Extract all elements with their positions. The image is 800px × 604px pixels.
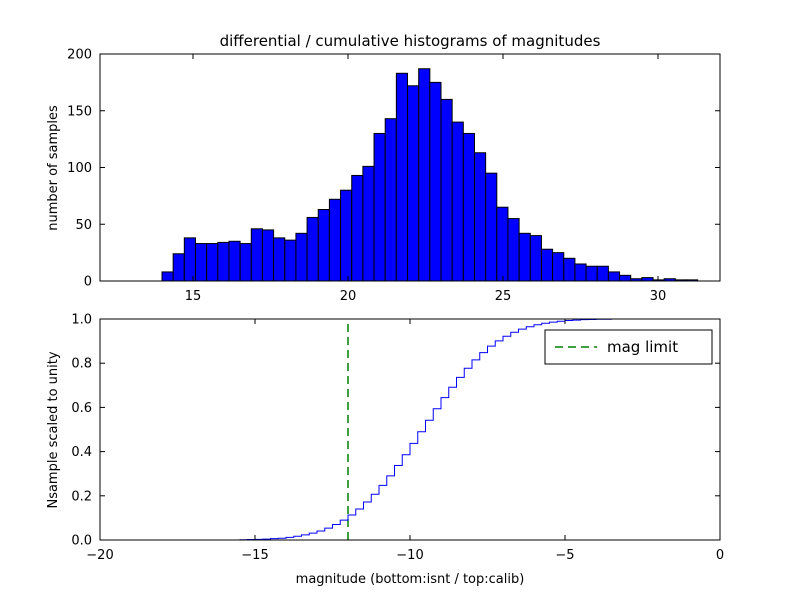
histogram-bar bbox=[596, 265, 609, 282]
histogram-bar bbox=[384, 118, 397, 282]
histogram-bar bbox=[429, 81, 442, 282]
histogram-bar bbox=[395, 72, 409, 282]
histogram-bar bbox=[507, 218, 520, 282]
x-tick-label: 20 bbox=[340, 289, 357, 304]
histogram-bar bbox=[328, 198, 342, 282]
histogram-bar bbox=[172, 253, 185, 282]
histogram-bar bbox=[518, 232, 531, 282]
x-tick-label: −20 bbox=[86, 548, 113, 563]
histogram-bar bbox=[641, 277, 654, 282]
histogram-bar bbox=[496, 206, 509, 282]
y-tick-label: 0.4 bbox=[71, 445, 92, 460]
histogram-bar bbox=[194, 243, 208, 282]
y-tick-label: 50 bbox=[75, 218, 92, 233]
histogram-bar bbox=[295, 232, 308, 282]
histogram-bar bbox=[284, 239, 297, 282]
histogram-bar bbox=[161, 271, 174, 282]
histogram-bar bbox=[217, 241, 230, 282]
y-tick-label: 0.8 bbox=[71, 357, 92, 372]
histogram-bar bbox=[206, 243, 219, 282]
histogram-bar bbox=[418, 68, 431, 282]
histogram-bar bbox=[317, 208, 330, 282]
bottom-plot-content bbox=[239, 318, 720, 541]
histogram-bar bbox=[552, 252, 565, 282]
histogram-bar bbox=[574, 263, 587, 282]
cumulative-step-line bbox=[239, 318, 720, 541]
histogram-bar bbox=[529, 235, 542, 282]
x-tick-label: −5 bbox=[555, 548, 574, 563]
y-tick-label: 200 bbox=[67, 48, 92, 63]
histogram-bar bbox=[340, 189, 353, 282]
top-y-axis-label: number of samples bbox=[46, 105, 61, 231]
y-tick-label: 100 bbox=[67, 161, 92, 176]
histogram-bar bbox=[351, 174, 364, 282]
histogram-bar bbox=[585, 265, 598, 282]
x-tick-label: 30 bbox=[650, 289, 667, 304]
legend-mag-limit-label: mag limit bbox=[607, 338, 678, 356]
x-tick-label: −10 bbox=[396, 548, 423, 563]
x-tick-label: 15 bbox=[185, 289, 202, 304]
histogram-bar bbox=[619, 274, 632, 282]
histogram-bar bbox=[485, 172, 498, 282]
histogram-bar bbox=[451, 121, 464, 282]
bottom-plot-axes: −20 −15 −10 −5 0 0.0 0.2 0.4 0.6 0.8 1.0 bbox=[71, 313, 724, 564]
bottom-x-axis-label: magnitude (bottom:isnt / top:calib) bbox=[296, 572, 525, 587]
x-tick-label: 25 bbox=[495, 289, 512, 304]
histogram-bar bbox=[473, 152, 487, 282]
histogram-bar bbox=[261, 229, 275, 282]
y-tick-label: 150 bbox=[67, 104, 92, 119]
histogram-bar bbox=[273, 237, 286, 282]
y-tick-label: 0.0 bbox=[71, 534, 92, 549]
histogram-bar bbox=[563, 257, 576, 282]
histogram-bar bbox=[373, 132, 386, 282]
histogram-bar bbox=[407, 85, 420, 282]
histogram-bar bbox=[607, 271, 621, 282]
histogram-bar bbox=[440, 98, 453, 282]
x-tick-label: 0 bbox=[716, 548, 724, 563]
histogram-bar bbox=[250, 228, 263, 282]
chart-title: differential / cumulative histograms of … bbox=[220, 32, 601, 50]
histogram-bar bbox=[239, 243, 252, 282]
y-tick-label: 0.6 bbox=[71, 401, 92, 416]
histogram-bar bbox=[362, 165, 375, 282]
histogram-bar bbox=[183, 237, 196, 282]
histogram-bar bbox=[228, 240, 241, 282]
legend-box-group bbox=[544, 329, 713, 365]
histogram-bars bbox=[161, 68, 699, 282]
histogram-bar bbox=[306, 216, 319, 282]
bottom-y-axis-label: Nsample scaled to unity bbox=[46, 351, 61, 508]
histogram-bar bbox=[540, 248, 554, 282]
y-tick-label: 0 bbox=[84, 275, 92, 290]
x-tick-label: −15 bbox=[241, 548, 268, 563]
histogram-bar bbox=[462, 132, 475, 282]
top-plot-axes: 15 20 25 30 0 50 100 150 200 bbox=[67, 48, 721, 304]
y-tick-label: 0.2 bbox=[71, 489, 92, 504]
y-tick-label: 1.0 bbox=[71, 313, 92, 328]
